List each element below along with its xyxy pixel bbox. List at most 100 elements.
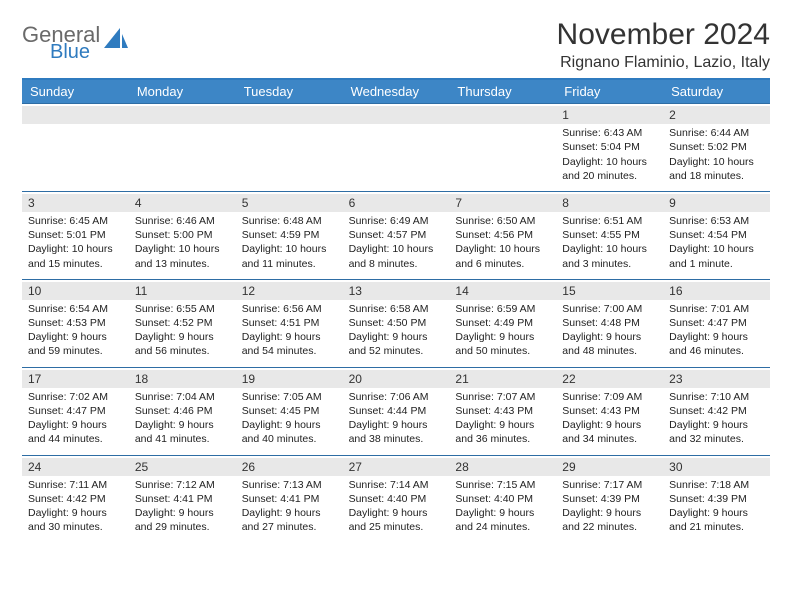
dow-thursday: Thursday — [449, 80, 556, 103]
daylight-text: and 50 minutes. — [455, 344, 550, 358]
sunset-text: Sunset: 4:47 PM — [28, 404, 123, 418]
day-cell: 14Sunrise: 6:59 AMSunset: 4:49 PMDayligh… — [449, 280, 556, 367]
day-cell — [343, 104, 450, 191]
daylight-text: and 1 minute. — [669, 257, 764, 271]
sunrise-text: Sunrise: 6:55 AM — [135, 302, 230, 316]
sunrise-text: Sunrise: 6:44 AM — [669, 126, 764, 140]
day-cell: 7Sunrise: 6:50 AMSunset: 4:56 PMDaylight… — [449, 192, 556, 279]
daylight-text: and 46 minutes. — [669, 344, 764, 358]
sunset-text: Sunset: 4:43 PM — [455, 404, 550, 418]
week-row: 17Sunrise: 7:02 AMSunset: 4:47 PMDayligh… — [22, 367, 770, 455]
daylight-text: and 32 minutes. — [669, 432, 764, 446]
sunrise-text: Sunrise: 7:10 AM — [669, 390, 764, 404]
daylight-text: Daylight: 10 hours — [349, 242, 444, 256]
day-cell: 13Sunrise: 6:58 AMSunset: 4:50 PMDayligh… — [343, 280, 450, 367]
day-cell: 17 Sunrise: 7:02 AMSunset: 4:47 PMDayligh… — [22, 368, 129, 455]
daylight-text: and 22 minutes. — [562, 520, 657, 534]
sunrise-text: Sunrise: 6:51 AM — [562, 214, 657, 228]
day-cell: 6Sunrise: 6:49 AMSunset: 4:57 PMDaylight… — [343, 192, 450, 279]
sunset-text: Sunset: 4:39 PM — [562, 492, 657, 506]
sunset-text: Sunset: 4:57 PM — [349, 228, 444, 242]
day-cell — [236, 104, 343, 191]
sunrise-text: Sunrise: 6:58 AM — [349, 302, 444, 316]
day-number: 20 — [343, 370, 450, 388]
calendar-page: General Blue November 2024 Rignano Flami… — [0, 0, 792, 542]
dow-sunday: Sunday — [22, 80, 129, 103]
daylight-text: Daylight: 9 hours — [28, 418, 123, 432]
day-number: 8 — [556, 194, 663, 212]
daylight-text: and 56 minutes. — [135, 344, 230, 358]
sunset-text: Sunset: 5:04 PM — [562, 140, 657, 154]
daylight-text: Daylight: 9 hours — [562, 330, 657, 344]
daylight-text: Daylight: 10 hours — [669, 242, 764, 256]
sunset-text: Sunset: 4:41 PM — [135, 492, 230, 506]
day-cell — [449, 104, 556, 191]
location-label: Rignano Flaminio, Lazio, Italy — [557, 54, 770, 72]
sunset-text: Sunset: 4:43 PM — [562, 404, 657, 418]
sunrise-text: Sunrise: 7:05 AM — [242, 390, 337, 404]
daylight-text: and 13 minutes. — [135, 257, 230, 271]
day-number: 3 — [22, 194, 129, 212]
day-cell: 29Sunrise: 7:17 AMSunset: 4:39 PMDayligh… — [556, 456, 663, 543]
sunset-text: Sunset: 4:46 PM — [135, 404, 230, 418]
day-cell: 19Sunrise: 7:05 AMSunset: 4:45 PMDayligh… — [236, 368, 343, 455]
sunrise-text: Sunrise: 7:13 AM — [242, 478, 337, 492]
sunrise-text: Sunrise: 7:12 AM — [135, 478, 230, 492]
day-cell: 12Sunrise: 6:56 AMSunset: 4:51 PMDayligh… — [236, 280, 343, 367]
weeks-container: 1Sunrise: 6:43 AMSunset: 5:04 PMDaylight… — [22, 103, 770, 542]
day-cell: 24Sunrise: 7:11 AMSunset: 4:42 PMDayligh… — [22, 456, 129, 543]
daylight-text: and 54 minutes. — [242, 344, 337, 358]
daylight-text: Daylight: 9 hours — [28, 330, 123, 344]
day-cell: 2Sunrise: 6:44 AMSunset: 5:02 PMDaylight… — [663, 104, 770, 191]
day-number: 29 — [556, 458, 663, 476]
month-title: November 2024 — [557, 18, 770, 52]
sunrise-text: Sunrise: 7:02 AM — [28, 390, 123, 404]
daylight-text: and 25 minutes. — [349, 520, 444, 534]
day-number — [22, 106, 129, 124]
daylight-text: and 15 minutes. — [28, 257, 123, 271]
day-number: 24 — [22, 458, 129, 476]
day-number: 2 — [663, 106, 770, 124]
daylight-text: Daylight: 10 hours — [669, 155, 764, 169]
daylight-text: and 38 minutes. — [349, 432, 444, 446]
dow-monday: Monday — [129, 80, 236, 103]
sunrise-text: Sunrise: 6:56 AM — [242, 302, 337, 316]
day-cell: 26Sunrise: 7:13 AMSunset: 4:41 PMDayligh… — [236, 456, 343, 543]
week-row: 10Sunrise: 6:54 AMSunset: 4:53 PMDayligh… — [22, 279, 770, 367]
day-cell: 9Sunrise: 6:53 AMSunset: 4:54 PMDaylight… — [663, 192, 770, 279]
day-cell — [22, 104, 129, 191]
sunset-text: Sunset: 4:45 PM — [242, 404, 337, 418]
day-number — [236, 106, 343, 124]
sunset-text: Sunset: 4:42 PM — [669, 404, 764, 418]
sunrise-text: Sunrise: 7:09 AM — [562, 390, 657, 404]
day-number: 12 — [236, 282, 343, 300]
day-number: 21 — [449, 370, 556, 388]
day-number: 17 — [22, 370, 129, 388]
daylight-text: and 21 minutes. — [669, 520, 764, 534]
sunrise-text: Sunrise: 7:06 AM — [349, 390, 444, 404]
sunrise-text: Sunrise: 7:11 AM — [28, 478, 123, 492]
day-cell: 1Sunrise: 6:43 AMSunset: 5:04 PMDaylight… — [556, 104, 663, 191]
day-cell: 3Sunrise: 6:45 AMSunset: 5:01 PMDaylight… — [22, 192, 129, 279]
daylight-text: and 24 minutes. — [455, 520, 550, 534]
daylight-text: Daylight: 9 hours — [135, 418, 230, 432]
day-cell: 23Sunrise: 7:10 AMSunset: 4:42 PMDayligh… — [663, 368, 770, 455]
daylight-text: and 59 minutes. — [28, 344, 123, 358]
sunset-text: Sunset: 5:00 PM — [135, 228, 230, 242]
sunrise-text: Sunrise: 6:59 AM — [455, 302, 550, 316]
sail-icon — [104, 28, 130, 52]
dow-friday: Friday — [556, 80, 663, 103]
daylight-text: Daylight: 10 hours — [135, 242, 230, 256]
daylight-text: and 20 minutes. — [562, 169, 657, 183]
daylight-text: Daylight: 9 hours — [349, 418, 444, 432]
day-cell: 11Sunrise: 6:55 AMSunset: 4:52 PMDayligh… — [129, 280, 236, 367]
sunset-text: Sunset: 4:50 PM — [349, 316, 444, 330]
sunrise-text: Sunrise: 6:53 AM — [669, 214, 764, 228]
title-block: November 2024 Rignano Flaminio, Lazio, I… — [557, 18, 770, 72]
day-number: 13 — [343, 282, 450, 300]
sunrise-text: Sunrise: 6:50 AM — [455, 214, 550, 228]
day-number: 10 — [22, 282, 129, 300]
day-number: 23 — [663, 370, 770, 388]
day-number: 6 — [343, 194, 450, 212]
sunrise-text: Sunrise: 6:46 AM — [135, 214, 230, 228]
